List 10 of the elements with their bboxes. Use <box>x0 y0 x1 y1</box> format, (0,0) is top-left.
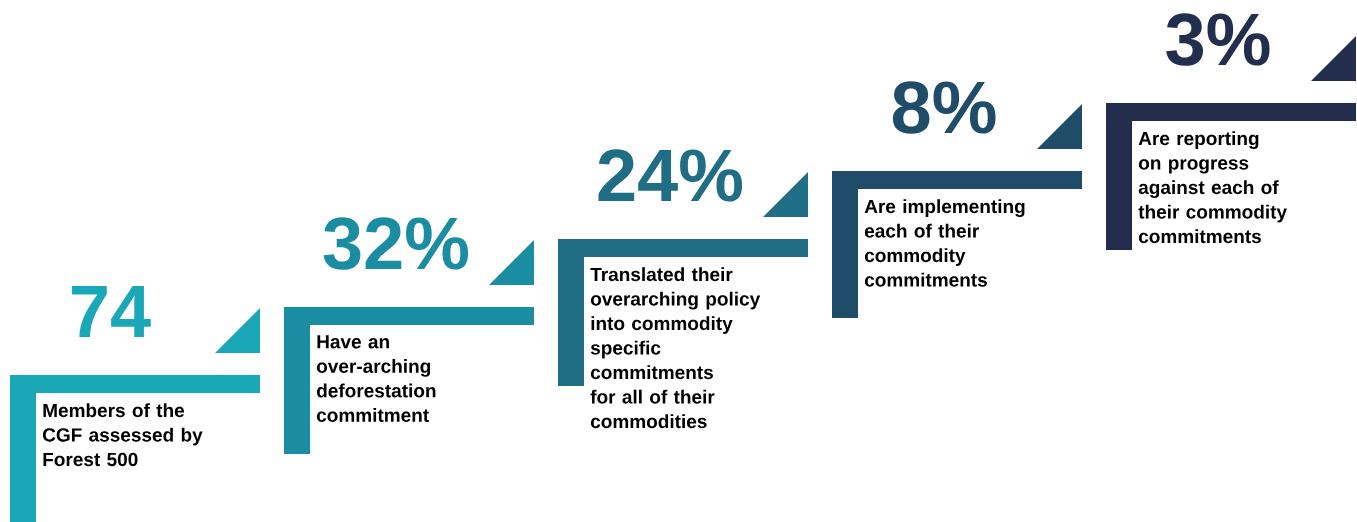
data-label: 3% <box>1166 13 1270 66</box>
data-label: 74 <box>72 286 151 337</box>
category-label: Are reporting on progress against each of their commodity commitments <box>1138 131 1287 244</box>
category-label: Members of the CGF assessed by Forest 500 <box>42 403 203 467</box>
data-label: 8% <box>892 81 996 134</box>
category-label: Translated their overarching policy into commodity specific commitments for all of their commodities <box>590 267 761 429</box>
category-label: Are implementing each of their commodity commitments <box>864 199 1025 287</box>
category-label: Have an over-arching deforestation commitment <box>316 335 436 422</box>
data-label: 24% <box>598 149 743 202</box>
data-label: 32% <box>323 217 469 270</box>
